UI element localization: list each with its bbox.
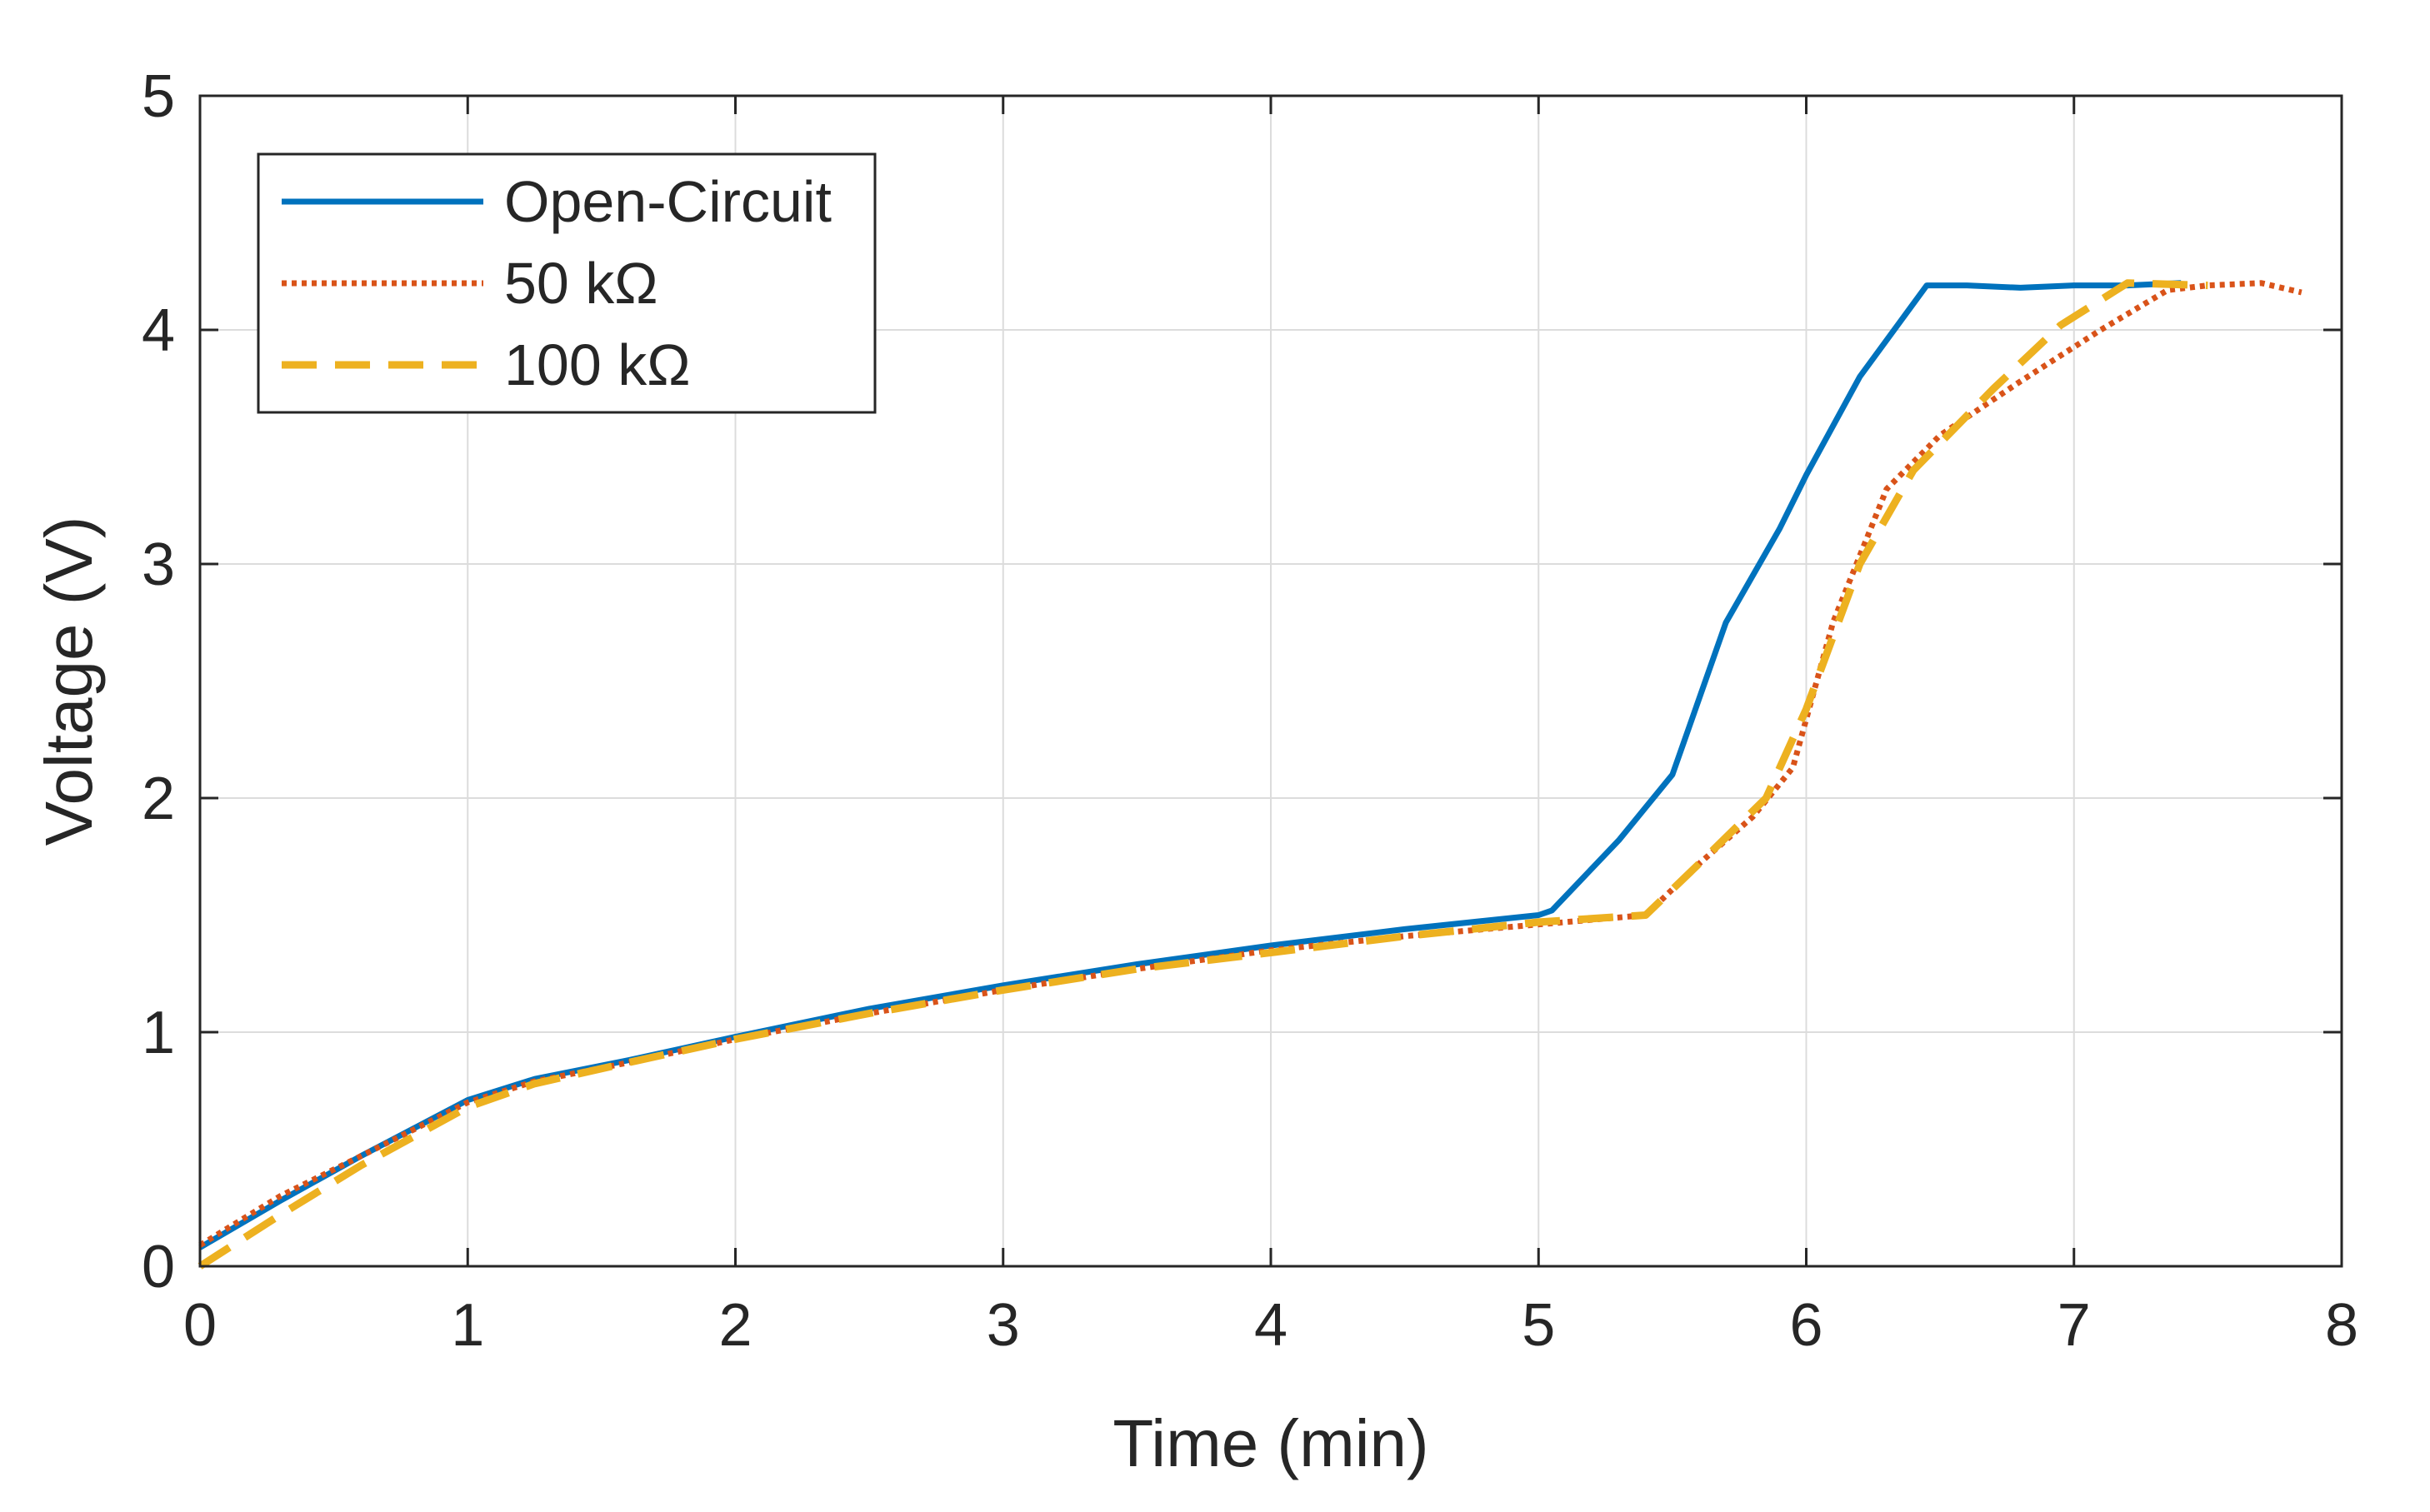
legend-label-100k: 100 kΩ	[504, 332, 691, 397]
legend: Open-Circuit 50 kΩ 100 kΩ	[257, 152, 877, 414]
x-tick-label: 3	[987, 1292, 1020, 1359]
legend-label-open-circuit: Open-Circuit	[504, 169, 832, 234]
plot-series	[198, 279, 2302, 1270]
tick-labels: 0 1 2 3 4 5 6 7 8 0 1 2 3 4 5	[142, 63, 2358, 1359]
x-tick-label: 2	[718, 1292, 752, 1359]
y-tick-label: 2	[142, 766, 175, 832]
x-tick-label: 0	[183, 1292, 217, 1359]
axes	[198, 94, 2343, 1268]
x-tick-label: 5	[1522, 1292, 1555, 1359]
y-axis-label: Voltage (V)	[32, 516, 106, 846]
x-tick-label: 6	[1789, 1292, 1822, 1359]
x-axis-label: Time (min)	[1112, 1406, 1428, 1480]
y-tick-label: 4	[142, 297, 175, 364]
x-tick-label: 4	[1254, 1292, 1288, 1359]
y-tick-label: 1	[142, 1000, 175, 1066]
x-tick-label: 1	[451, 1292, 484, 1359]
legend-box	[257, 152, 877, 414]
y-tick-label: 3	[142, 531, 175, 598]
x-tick-label: 7	[2058, 1292, 2091, 1359]
legend-label-50k: 50 kΩ	[504, 251, 658, 316]
x-tick-label: 8	[2325, 1292, 2358, 1359]
y-tick-label: 0	[142, 1234, 175, 1300]
y-tick-label: 5	[142, 63, 175, 130]
